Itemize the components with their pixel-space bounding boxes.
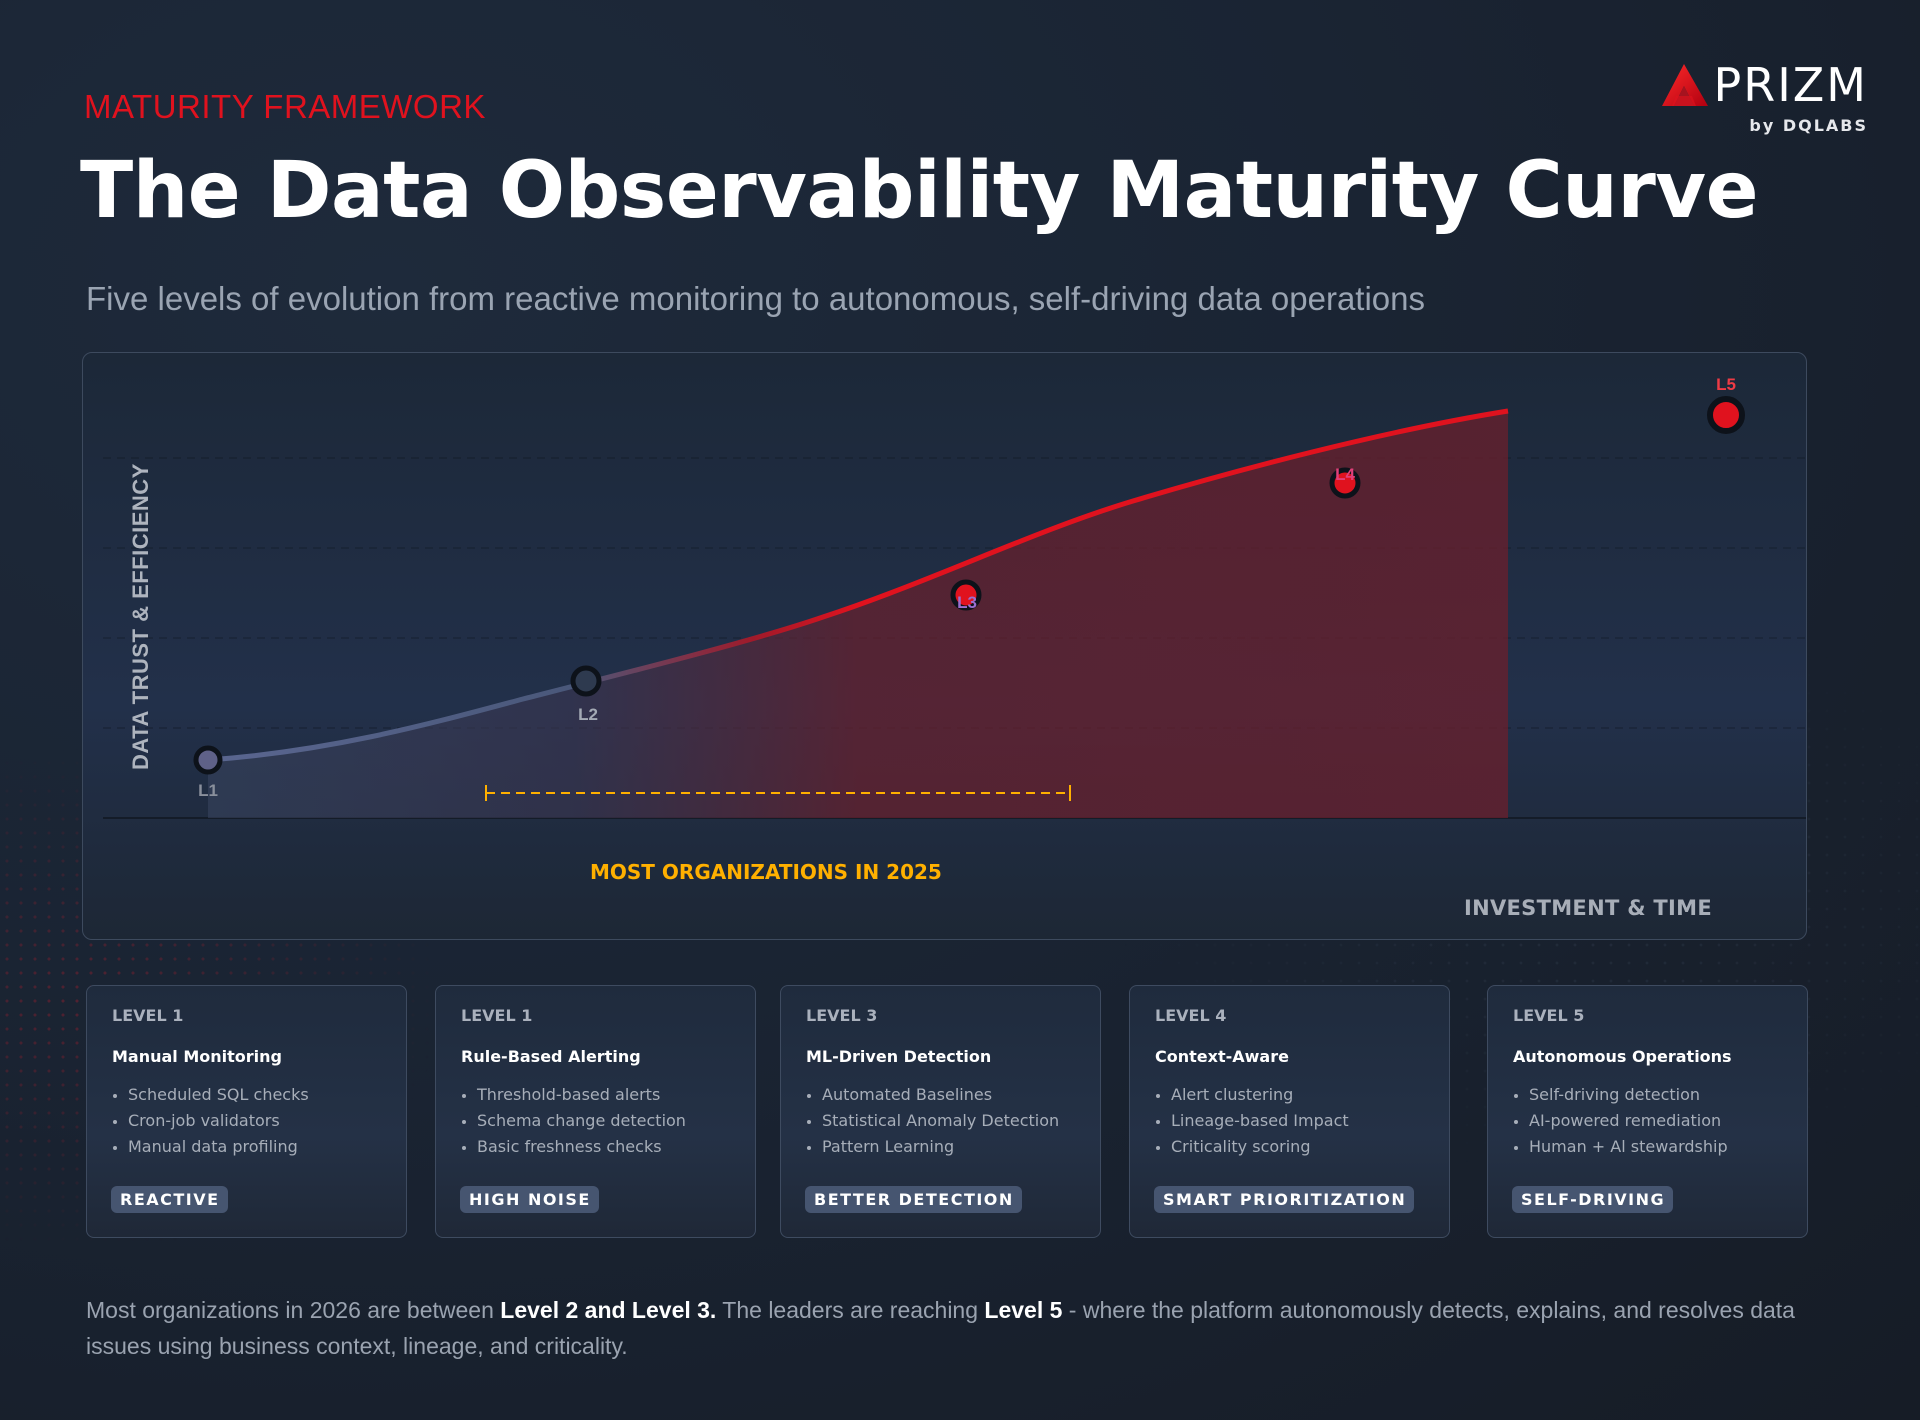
level-card-1: LEVEL 1 Manual Monitoring Scheduled SQL … (86, 985, 407, 1238)
data-point-l5 (1707, 396, 1745, 434)
status-badge: SMART PRIORITIZATION (1154, 1186, 1415, 1213)
list-item: AI-powered remediation (1513, 1108, 1807, 1134)
grid-lines (103, 457, 1806, 729)
footer-text: - where the platform autonomously detect… (86, 1297, 1795, 1359)
card-feature-list: Scheduled SQL checks Cron-job validators… (112, 1082, 406, 1160)
card-feature-list: Automated Baselines Statistical Anomaly … (806, 1082, 1100, 1160)
data-point-l3 (950, 579, 982, 611)
level-card-4: LEVEL 4 Context-Aware Alert clustering L… (1129, 985, 1450, 1238)
list-item: Scheduled SQL checks (112, 1082, 406, 1108)
point-label-l1: L1 (198, 781, 218, 800)
data-point-l1 (193, 745, 223, 775)
list-item: Basic freshness checks (461, 1134, 755, 1160)
status-badge: BETTER DETECTION (805, 1186, 1022, 1213)
list-item: Statistical Anomaly Detection (806, 1108, 1100, 1134)
list-item: Threshold-based alerts (461, 1082, 755, 1108)
y-axis-label: DATA TRUST & EFFICIENCY (128, 463, 153, 770)
level-card-3: LEVEL 3 ML-Driven Detection Automated Ba… (780, 985, 1101, 1238)
list-item: Alert clustering (1155, 1082, 1449, 1108)
list-item: Criticality scoring (1155, 1134, 1449, 1160)
card-feature-list: Alert clustering Lineage-based Impact Cr… (1155, 1082, 1449, 1160)
level-card-5: LEVEL 5 Autonomous Operations Self-drivi… (1487, 985, 1808, 1238)
card-feature-list: Threshold-based alerts Schema change det… (461, 1082, 755, 1160)
logo-byline: by DQLABS (1749, 116, 1868, 135)
level-cards: LEVEL 1 Manual Monitoring Scheduled SQL … (86, 985, 1808, 1238)
footer-summary: Most organizations in 2026 are between L… (86, 1292, 1846, 1364)
footer-emphasis: Level 2 and Level 3. (500, 1297, 717, 1323)
footer-text: Most organizations in 2026 are between (86, 1297, 501, 1323)
brand-logo: PRIZM by DQLABS (1661, 58, 1868, 135)
card-level: LEVEL 1 (461, 1006, 533, 1025)
list-item: Lineage-based Impact (1155, 1108, 1449, 1134)
point-label-l4: L4 (1335, 465, 1355, 484)
list-item: Cron-job validators (112, 1108, 406, 1134)
card-level: LEVEL 3 (806, 1006, 878, 1025)
card-level: LEVEL 4 (1155, 1006, 1227, 1025)
footer-text: The leaders are reaching (716, 1297, 985, 1323)
level-card-2: LEVEL 1 Rule-Based Alerting Threshold-ba… (435, 985, 756, 1238)
footer-emphasis: Level 5 (984, 1297, 1063, 1323)
card-level: LEVEL 5 (1513, 1006, 1585, 1025)
card-feature-list: Self-driving detection AI-powered remedi… (1513, 1082, 1807, 1160)
list-item: Manual data profiling (112, 1134, 406, 1160)
maturity-curve-chart (103, 396, 1806, 819)
range-annotation-label: MOST ORGANIZATIONS IN 2025 (590, 860, 942, 884)
card-title: Context-Aware (1155, 1047, 1289, 1066)
page-title: The Data Observability Maturity Curve (80, 146, 1759, 236)
curve-area-fill (208, 411, 1508, 818)
maturity-chart-panel: L1 L2 L3 L4 L5 (82, 352, 1807, 940)
point-label-l5: L5 (1716, 375, 1736, 394)
list-item: Self-driving detection (1513, 1082, 1807, 1108)
point-label-l3: L3 (957, 593, 977, 612)
logo-wordmark: PRIZM (1713, 58, 1868, 112)
list-item: Human + Al stewardship (1513, 1134, 1807, 1160)
status-badge: HIGH NOISE (460, 1186, 599, 1213)
card-title: Manual Monitoring (112, 1047, 282, 1066)
prizm-triangle-icon (1661, 64, 1708, 106)
eyebrow-label: MATURITY FRAMEWORK (84, 88, 486, 125)
list-item: Pattern Learning (806, 1134, 1100, 1160)
status-badge: REACTIVE (111, 1186, 228, 1213)
x-axis-label: INVESTMENT & TIME (1464, 896, 1712, 920)
list-item: Automated Baselines (806, 1082, 1100, 1108)
card-title: Rule-Based Alerting (461, 1047, 641, 1066)
point-label-l2: L2 (578, 705, 598, 724)
card-title: Autonomous Operations (1513, 1047, 1732, 1066)
status-badge: SELF-DRIVING (1512, 1186, 1674, 1213)
card-level: LEVEL 1 (112, 1006, 184, 1025)
list-item: Schema change detection (461, 1108, 755, 1134)
range-annotation (485, 785, 1071, 801)
card-title: ML-Driven Detection (806, 1047, 992, 1066)
page-subtitle: Five levels of evolution from reactive m… (86, 280, 1426, 317)
data-point-l2 (570, 665, 602, 697)
data-point-l4 (1329, 467, 1361, 499)
maturity-curve-line (207, 408, 1509, 763)
